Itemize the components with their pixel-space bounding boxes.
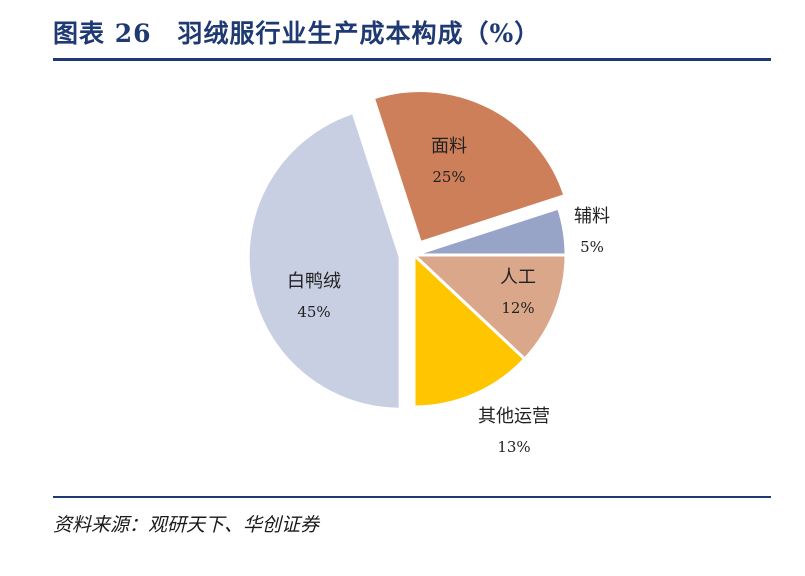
slice-value-label-1: 5% [580,238,604,256]
source-note: 资料来源：观研天下、华创证券 [53,514,320,536]
slice-label-3: 其他运营 [478,406,550,427]
slice-value-label-0: 25% [432,168,465,186]
footer-rule [53,496,771,498]
pie-slice-0 [371,89,567,245]
slice-value-label-2: 12% [501,299,534,317]
slice-label-4: 白鸭绒 [287,271,341,292]
slice-label-2: 人工 [500,267,536,288]
pie-slice-4 [246,110,402,411]
slice-value-label-4: 45% [297,303,330,321]
slice-value-label-3: 13% [497,438,530,456]
pie-slice-2 [410,253,568,362]
chart-title: 图表 26 羽绒服行业生产成本构成（%） [53,19,541,48]
slice-label-0: 面料 [431,136,467,157]
slice-label-1: 辅料 [574,206,610,227]
pie-slice-3 [412,251,527,409]
title-rule [53,58,771,61]
